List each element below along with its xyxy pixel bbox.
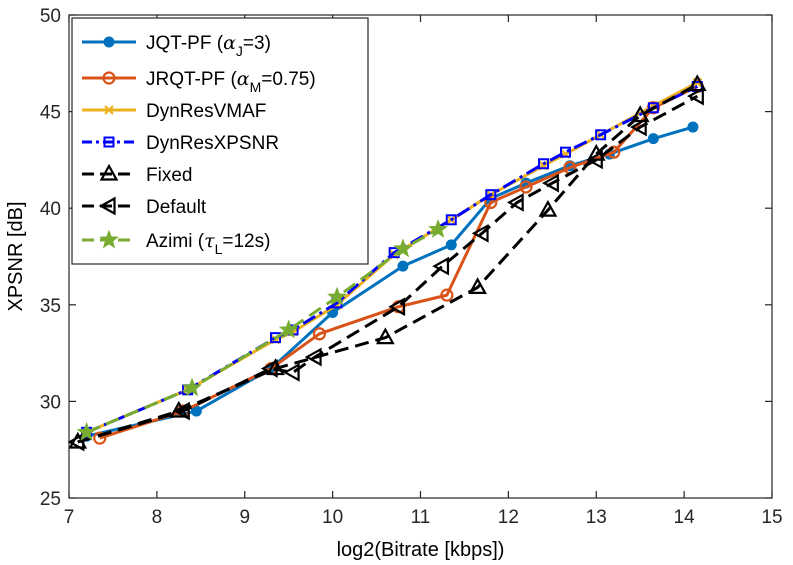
data-point-6-0 [76, 421, 97, 441]
y-axis-label: XPSNR [dB] [5, 201, 27, 311]
series-line-6 [85, 228, 439, 434]
data-point-1-5 [440, 288, 454, 302]
data-point-1-0 [93, 431, 107, 445]
x-tick-label: 8 [152, 507, 163, 528]
x-tick-label: 10 [322, 507, 343, 528]
data-point-4-7 [630, 105, 650, 123]
data-point-6-5 [428, 219, 448, 238]
y-tick-label: 50 [40, 6, 61, 27]
series-line-3 [85, 85, 698, 434]
data-point-3-6 [445, 214, 457, 226]
data-point-4-2 [266, 358, 285, 376]
series-line-5 [77, 94, 699, 444]
data-point-3-9 [559, 146, 571, 158]
data-point-5-6 [432, 256, 450, 276]
data-point-5-3 [282, 363, 300, 382]
legend-box [71, 17, 369, 265]
data-point-5-11 [629, 117, 647, 137]
data-point-3-7 [485, 189, 497, 201]
x-tick-label: 7 [64, 507, 75, 528]
series-5 [67, 86, 704, 452]
data-point-5-0 [67, 432, 85, 452]
x-tick-label: 15 [761, 507, 782, 528]
data-point-5-4 [304, 347, 322, 367]
data-point-5-5 [388, 297, 406, 317]
data-point-4-5 [538, 199, 558, 217]
data-point-1-7 [519, 180, 533, 194]
data-point-5-8 [506, 193, 524, 212]
data-point-3-11 [647, 102, 659, 114]
data-point-5-12 [687, 86, 704, 106]
data-point-5-7 [471, 223, 489, 243]
legend-label-3: DynResXPSNR [146, 133, 279, 154]
data-point-0-10 [647, 133, 659, 145]
series-layer [67, 74, 707, 452]
legend-label-2: DynResVMAF [146, 101, 266, 122]
x-axis-label: log2(Bitrate [kbps]) [337, 539, 505, 561]
legend-marker-0 [103, 36, 115, 48]
data-point-4-8 [687, 74, 707, 92]
y-tick-label: 30 [40, 392, 61, 413]
data-point-1-3 [312, 327, 327, 341]
data-point-3-8 [538, 158, 550, 170]
legend-marker-4 [99, 163, 119, 181]
data-point-5-2 [260, 359, 278, 378]
legend-label-5: Default [146, 197, 207, 218]
data-point-6-1 [182, 377, 202, 397]
x-tick-label: 12 [498, 507, 519, 528]
data-point-6-3 [327, 286, 347, 306]
legend: JQT-PF (αJ=3) JRQT-PF (αM=0.75) DynResVMAF… [71, 17, 369, 265]
x-tick-label: 13 [586, 507, 607, 528]
data-point-0-4 [397, 260, 409, 272]
y-tick-label: 25 [40, 489, 61, 510]
data-point-5-10 [585, 150, 603, 170]
data-point-0-11 [687, 121, 699, 133]
x-tick-label: 14 [674, 507, 696, 528]
data-point-4-4 [468, 277, 487, 295]
y-tick-label: 35 [40, 296, 61, 317]
series-6 [76, 219, 448, 441]
legend-marker-6 [99, 229, 119, 249]
y-tick-label: 40 [40, 199, 61, 220]
axes: 7 8 9 10 11 12 13 14 15 25 30 35 40 45 50 [40, 6, 783, 528]
data-point-1-6 [484, 195, 498, 210]
x-tick-label: 9 [239, 507, 250, 528]
x-tick-label: 11 [411, 507, 431, 528]
legend-label-4: Fixed [146, 165, 192, 186]
legend-marker-5 [98, 196, 116, 216]
legend-label-6: Azimi (τL=12s) [146, 230, 270, 257]
legend-marker-1 [102, 71, 116, 85]
data-point-6-4 [393, 238, 413, 258]
legend-label-1: JRQT-PF (αM=0.75) [146, 68, 316, 95]
legend-marker-3 [103, 136, 115, 148]
data-point-0-5 [445, 239, 457, 251]
data-point-3-10 [595, 129, 607, 141]
series-line-4 [77, 83, 699, 444]
y-tick-label: 45 [40, 103, 61, 124]
data-point-4-3 [375, 327, 395, 345]
legend-label-0: JQT-PF (αJ=3) [146, 32, 271, 59]
data-point-5-1 [172, 401, 190, 421]
data-point-6-2 [278, 319, 299, 339]
data-point-5-9 [542, 173, 559, 193]
data-point-3-2 [270, 332, 282, 344]
legend-marker-2 [104, 105, 114, 115]
